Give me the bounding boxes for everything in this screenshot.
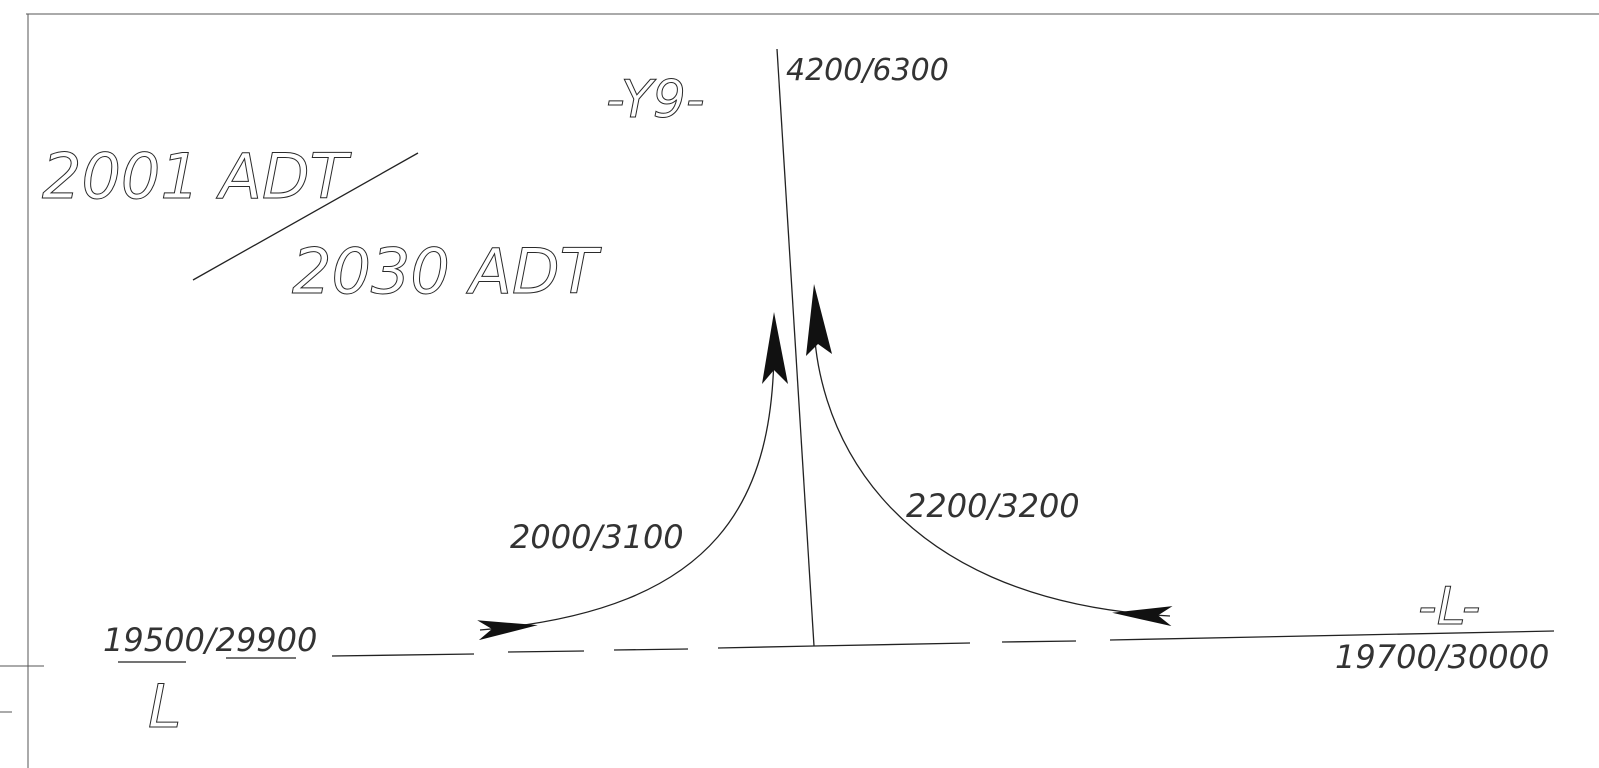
main-road-dashed-right <box>813 630 1555 647</box>
main-road-right-label: -L- <box>1418 577 1480 637</box>
main-road-left-label: L <box>148 672 181 742</box>
main-road-dashed-left <box>226 645 815 659</box>
legend-top-text: 2001 ADT <box>42 140 352 213</box>
legend-bottom-text: 2030 ADT <box>292 235 602 308</box>
left-turn-volume: 2000/3100 <box>510 518 684 556</box>
main-road-left-volume: 19500/29900 <box>103 621 317 659</box>
right-turn-movement-arrow <box>813 305 1173 627</box>
side-road-centerline <box>776 48 815 647</box>
side-road-volume: 4200/6300 <box>786 53 949 88</box>
right-turn-volume: 2200/3200 <box>906 487 1080 525</box>
side-road-label: -Y9- <box>606 70 705 130</box>
legend-divider <box>192 152 419 281</box>
left-turn-movement-arrow <box>477 335 775 641</box>
left-turn-up-arrowhead <box>762 312 788 384</box>
main-road-right-volume: 19700/30000 <box>1335 638 1549 676</box>
right-turn-up-arrowhead <box>806 284 832 356</box>
